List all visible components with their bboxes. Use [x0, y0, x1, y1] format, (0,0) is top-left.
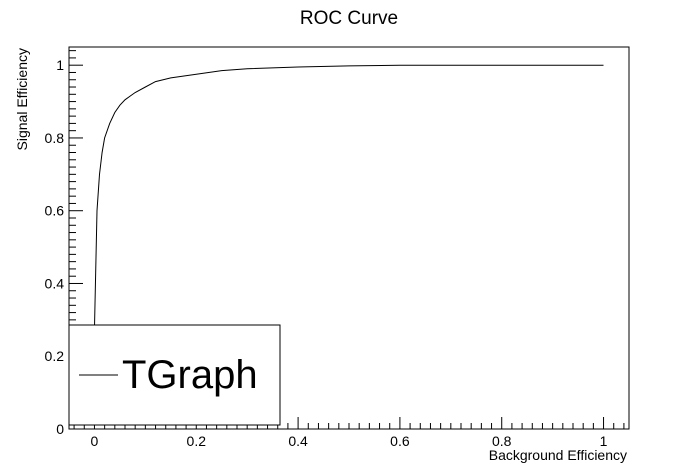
roc-curve-line — [94, 64, 604, 328]
x-tick-label: 0.2 — [187, 433, 207, 449]
y-tick-label: 0 — [56, 421, 64, 437]
x-axis-ticks: 0 0.2 0.4 0.6 0.8 1 — [73, 417, 625, 449]
y-axis-label: Signal Efficiency — [14, 48, 30, 150]
x-tick-label: 0.8 — [492, 433, 512, 449]
x-tick-label: 0.4 — [288, 433, 308, 449]
legend: TGraph — [68, 324, 281, 426]
x-tick-label: 1 — [600, 433, 608, 449]
y-tick-label: 0.8 — [45, 130, 65, 146]
y-tick-label: 0.6 — [45, 203, 65, 219]
x-tick-label: 0 — [91, 433, 99, 449]
x-axis-label: Background Efficiency — [489, 447, 627, 463]
series-layer — [94, 64, 604, 328]
legend-entry-label: TGraph — [122, 353, 258, 397]
x-tick-label: 0.6 — [390, 433, 410, 449]
y-tick-label: 1 — [56, 57, 64, 73]
chart-title: ROC Curve — [300, 8, 398, 29]
y-tick-label: 0.2 — [45, 348, 65, 364]
y-tick-label: 0.4 — [45, 275, 65, 291]
